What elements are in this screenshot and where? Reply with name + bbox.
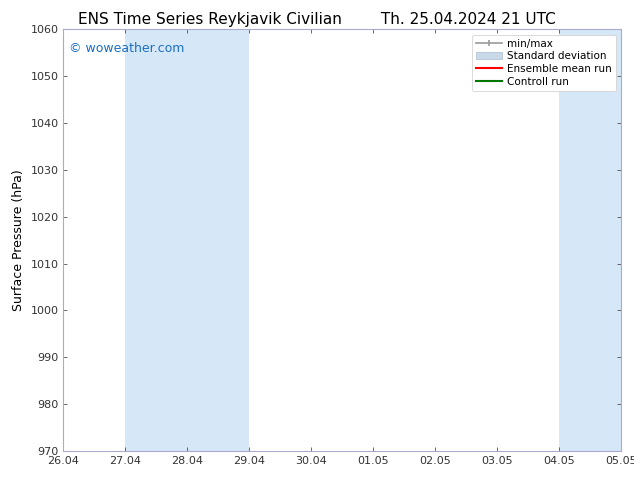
Bar	[126, 29, 188, 451]
Y-axis label: Surface Pressure (hPa): Surface Pressure (hPa)	[12, 169, 25, 311]
Bar	[188, 29, 249, 451]
Legend: min/max, Standard deviation, Ensemble mean run, Controll run: min/max, Standard deviation, Ensemble me…	[472, 35, 616, 91]
Text: ENS Time Series Reykjavik Civilian        Th. 25.04.2024 21 UTC: ENS Time Series Reykjavik Civilian Th. 2…	[78, 12, 556, 27]
Text: © woweather.com: © woweather.com	[69, 42, 184, 55]
Bar	[621, 29, 634, 451]
Bar	[559, 29, 621, 451]
